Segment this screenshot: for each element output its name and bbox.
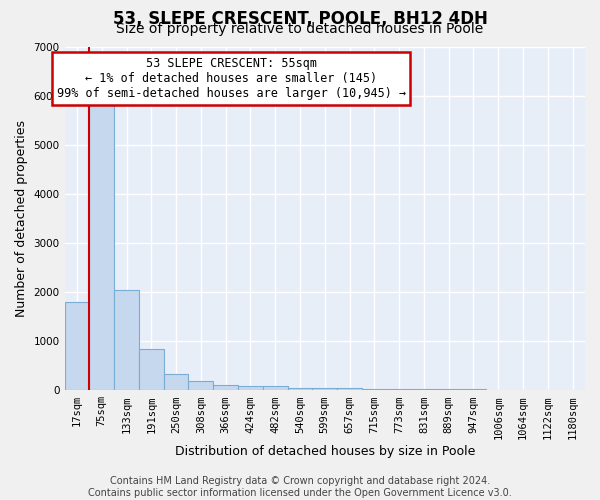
Bar bbox=[65, 302, 89, 390]
Y-axis label: Number of detached properties: Number of detached properties bbox=[15, 120, 28, 317]
Text: 53 SLEPE CRESCENT: 55sqm
← 1% of detached houses are smaller (145)
99% of semi-d: 53 SLEPE CRESCENT: 55sqm ← 1% of detache… bbox=[56, 57, 406, 100]
X-axis label: Distribution of detached houses by size in Poole: Distribution of detached houses by size … bbox=[175, 444, 475, 458]
Text: Size of property relative to detached houses in Poole: Size of property relative to detached ho… bbox=[116, 22, 484, 36]
Bar bbox=[188, 380, 213, 390]
Bar bbox=[412, 389, 436, 390]
Bar bbox=[114, 290, 139, 390]
Bar bbox=[89, 106, 114, 391]
Bar bbox=[337, 388, 362, 390]
Bar bbox=[362, 388, 387, 390]
Text: Contains HM Land Registry data © Crown copyright and database right 2024.
Contai: Contains HM Land Registry data © Crown c… bbox=[88, 476, 512, 498]
Bar bbox=[263, 386, 287, 390]
Bar bbox=[387, 389, 412, 390]
Bar bbox=[139, 348, 164, 391]
Bar bbox=[213, 385, 238, 390]
Text: 53, SLEPE CRESCENT, POOLE, BH12 4DH: 53, SLEPE CRESCENT, POOLE, BH12 4DH bbox=[113, 10, 487, 28]
Bar bbox=[238, 386, 263, 390]
Bar bbox=[164, 374, 188, 390]
Bar bbox=[287, 388, 313, 390]
Bar bbox=[313, 388, 337, 390]
